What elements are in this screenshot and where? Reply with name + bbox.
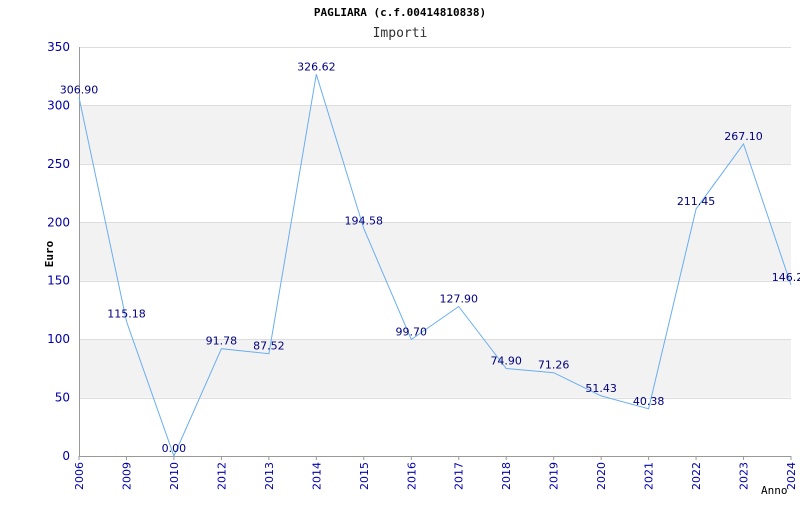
- data-label: 115.18: [107, 307, 146, 320]
- y-tick-label: 50: [55, 391, 70, 405]
- x-axis-label: Anno: [761, 484, 788, 497]
- data-label: 146.29: [772, 271, 800, 284]
- data-label: 99.70: [396, 325, 428, 338]
- x-tick-label: 2017: [453, 462, 466, 490]
- y-tick-label: 200: [47, 215, 70, 229]
- x-tick-label: 2010: [168, 462, 181, 490]
- x-tick-label: 2014: [310, 462, 323, 490]
- x-tick-label: 2012: [215, 462, 228, 490]
- chart-title: PAGLIARA (c.f.00414810838): [314, 6, 486, 19]
- data-label: 71.26: [538, 359, 570, 372]
- y-tick-label: 300: [47, 98, 70, 112]
- grid-band: [79, 105, 791, 164]
- x-tick-label: 2023: [738, 462, 751, 490]
- y-tick-label: 150: [47, 274, 70, 288]
- x-tick-label: 2024: [785, 462, 798, 490]
- x-tick-label: 2019: [548, 462, 561, 490]
- x-tick-label: 2018: [500, 462, 513, 490]
- data-label: 127.90: [439, 293, 478, 306]
- data-label: 40.38: [633, 395, 665, 408]
- data-label: 91.78: [206, 335, 238, 348]
- x-tick-label: 2016: [405, 462, 418, 490]
- y-tick-label: 350: [47, 40, 70, 54]
- y-tick-label: 100: [47, 332, 70, 346]
- y-tick-label: 250: [47, 157, 70, 171]
- data-label: 74.90: [490, 354, 522, 367]
- data-labels: 306.90 115.18 0.00 91.78 87.52 326.62 194.58 99…: [60, 60, 800, 455]
- x-tick-label: 2020: [595, 462, 608, 490]
- data-label: 326.62: [297, 60, 336, 73]
- series-line: [78, 74, 792, 458]
- x-tick-label: 2006: [73, 462, 86, 490]
- x-tick-label: 2013: [263, 462, 276, 490]
- data-label: 51.43: [585, 382, 617, 395]
- grid-band: [79, 339, 791, 398]
- y-axis-label: Euro: [43, 240, 56, 267]
- data-label: 87.52: [253, 340, 285, 353]
- y-tick-label: 0: [62, 449, 70, 463]
- x-tick-label: 2015: [358, 462, 371, 490]
- gridlines: [79, 47, 791, 457]
- x-tick-label: 2009: [120, 462, 133, 490]
- x-tick-labels: 2006 2009 2010 2012 2013 2014 2015 2016 2017 2018…: [73, 456, 798, 490]
- data-label: 211.45: [677, 195, 716, 208]
- x-tick-label: 2022: [690, 462, 703, 490]
- chart-subtitle: Importi: [373, 26, 428, 41]
- data-label: 306.90: [60, 83, 99, 96]
- data-label: 267.10: [724, 130, 763, 143]
- data-label: 0.00: [162, 442, 187, 455]
- y-tick-labels: 0 50 100 150 200 250 300 350: [47, 40, 70, 463]
- x-tick-label: 2021: [643, 462, 656, 490]
- grid-band: [79, 222, 791, 281]
- data-label: 194.58: [345, 215, 384, 228]
- grid-bands: [79, 105, 791, 398]
